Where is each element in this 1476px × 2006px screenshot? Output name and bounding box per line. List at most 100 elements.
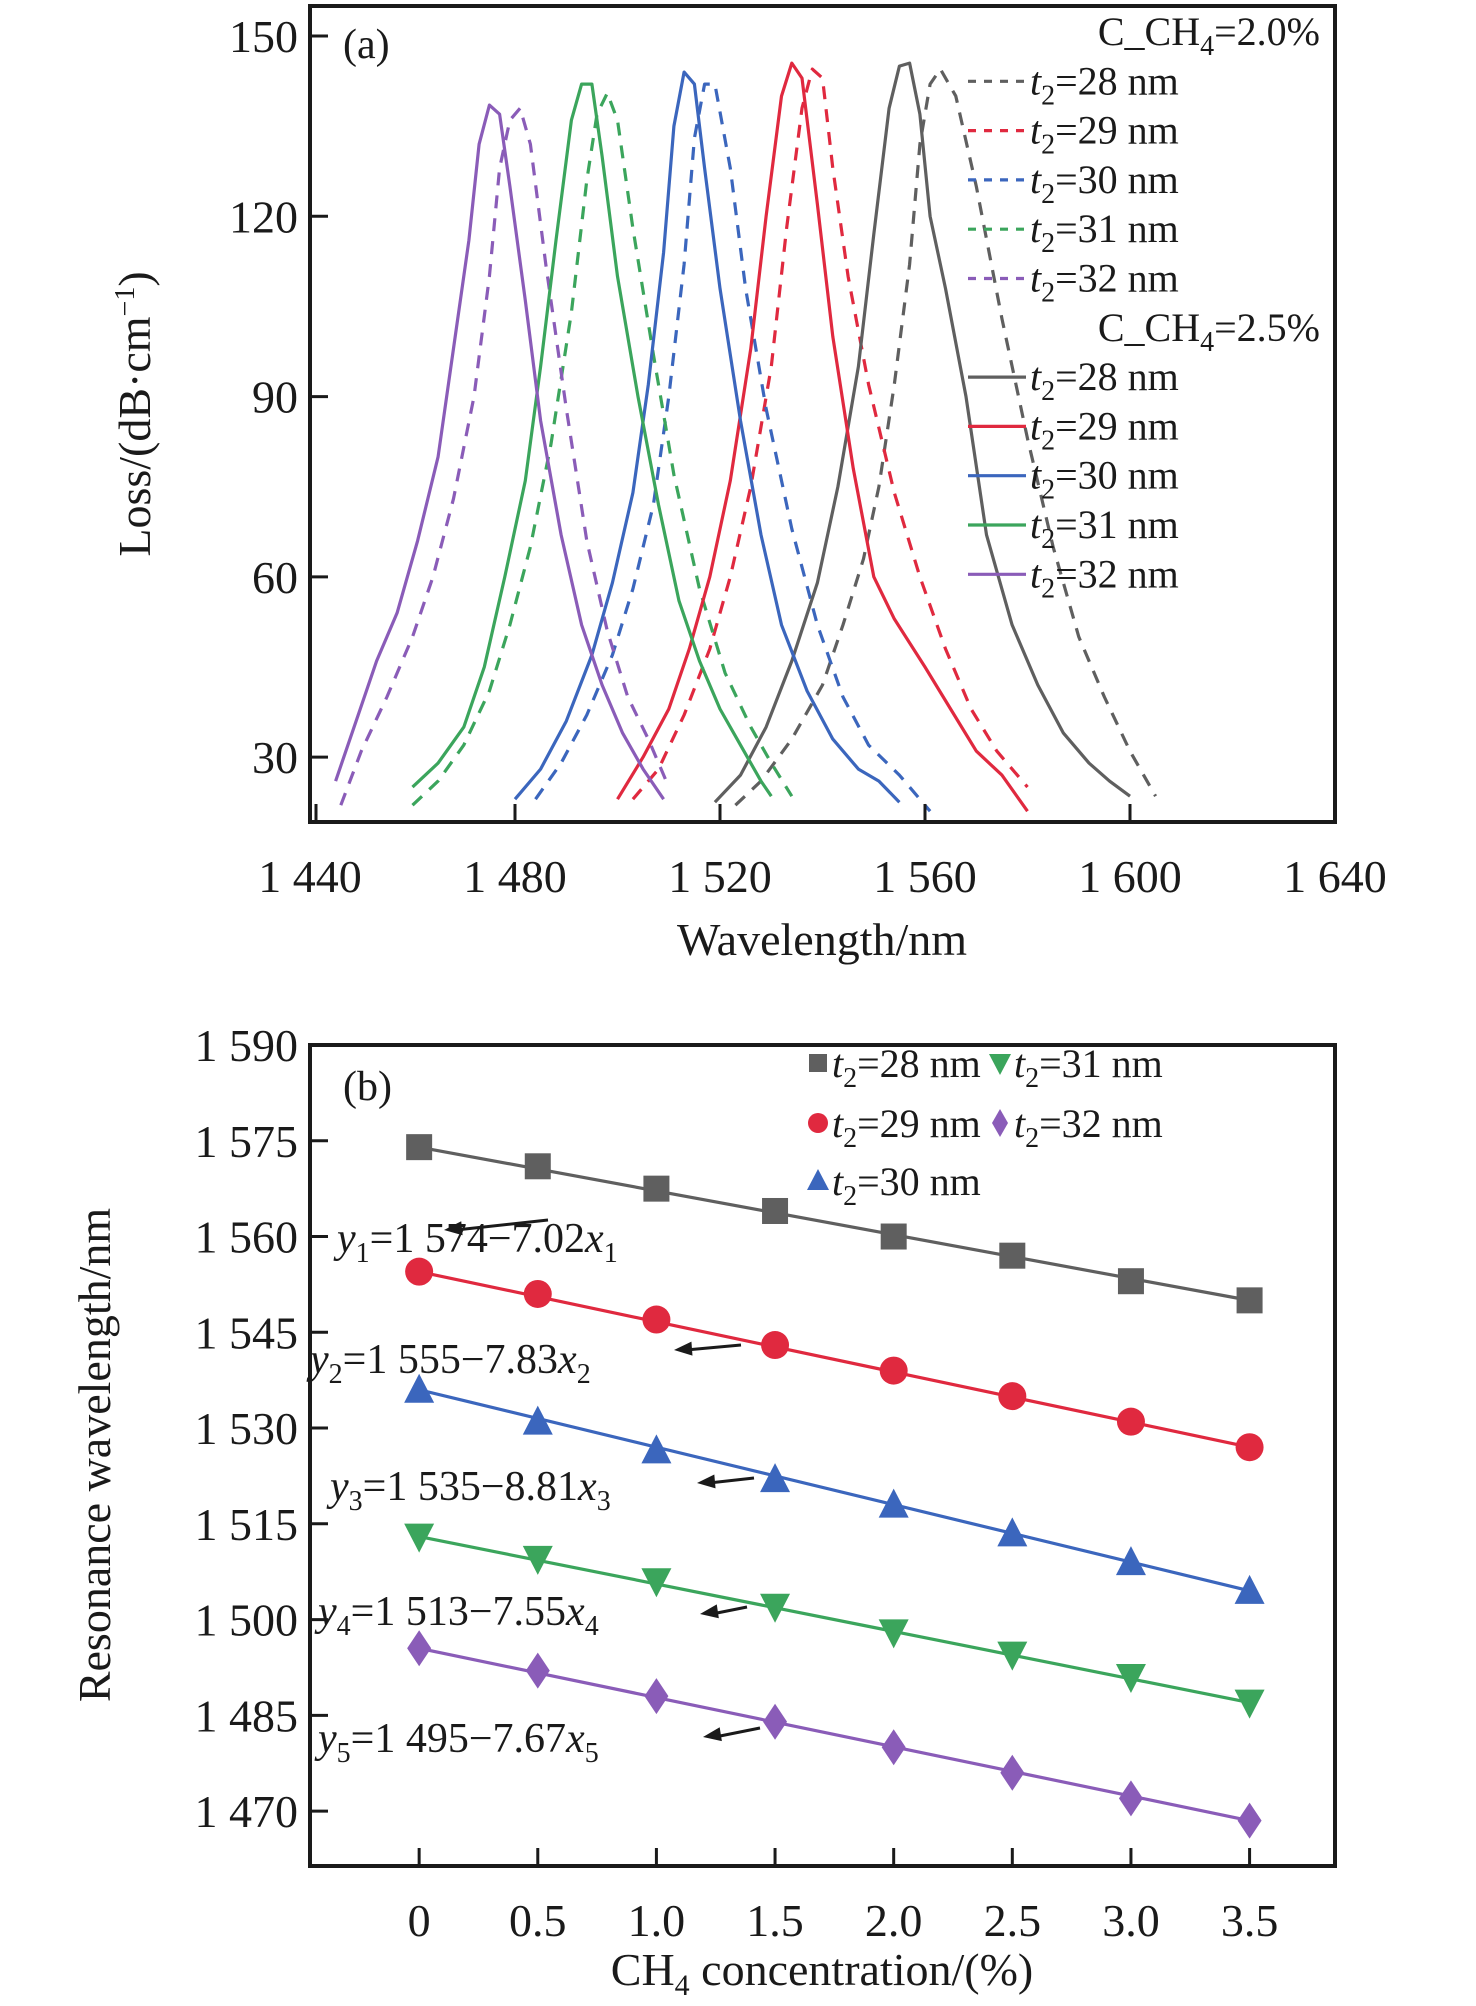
panel-b-data-point-29nm	[761, 1331, 790, 1360]
panel-b-data-point-30nm	[1115, 1546, 1146, 1576]
panel-a-series-line-dashed-29nm	[631, 67, 1029, 801]
panel-b-legend-marker	[989, 1054, 1011, 1075]
panel-a-series-line-solid-28nm	[713, 61, 1131, 804]
panel-b-data-point-31nm	[1234, 1689, 1265, 1719]
panel-b-y-tick-label: 1 560	[195, 1212, 299, 1263]
panel-a-x-axis-title: Wavelength/nm	[677, 914, 967, 965]
panel-b-arrowhead-icon	[444, 1221, 463, 1236]
panel-b-annotation-arrow	[708, 1476, 755, 1485]
panel-a-series-line-dashed-31nm	[411, 91, 794, 807]
panel-b-y-axis-title: Resonance wavelength/nm	[69, 1208, 120, 1703]
panel-a-legend-entry: t2=31 nm	[1030, 206, 1179, 259]
panel-b-data-point-31nm	[404, 1523, 435, 1553]
panel-a-series-line-dashed-32nm	[339, 106, 671, 806]
panel-b-annotation-arrow	[455, 1218, 549, 1232]
panel-b-legend-entry: t2=28 nm	[832, 1041, 981, 1094]
panel-b-data-point-30nm	[878, 1488, 909, 1518]
panel-b-fit-equation: y3=1 535−8.81x3	[326, 1464, 611, 1517]
panel-b-fit-equations: y1=1 574−7.02x1 y2=1 555−7.83x2 y3=1 535−8…	[306, 1216, 761, 1769]
panel-b-data-point-32nm	[763, 1703, 788, 1740]
panel-b-x-tick-label: 1.0	[628, 1895, 686, 1946]
panel-a-series-line-dashed-28nm	[734, 67, 1157, 807]
panel-b-data-point-28nm	[880, 1223, 907, 1250]
panel-a-x-tick-label: 1 600	[1078, 851, 1182, 902]
panel-b-x-tick-label: 2.5	[984, 1895, 1042, 1946]
panel-b-x-tick-label: 2.0	[865, 1895, 923, 1946]
panel-a-y-axis-title: Loss/(dB·cm−1)	[109, 271, 160, 556]
panel-a-x-ticks: 1 440 1 480 1 520 1 560 1 600 1 640	[258, 804, 1387, 902]
panel-a-y-ticks: 30 60 90 120 150	[229, 11, 328, 783]
panel-b-arrowhead-icon	[700, 1604, 719, 1619]
panel-b-data-point-28nm	[406, 1134, 433, 1161]
panel-a-legend-entry: t2=32 nm	[1030, 256, 1179, 309]
panel-b-plot-frame	[308, 1043, 1337, 1868]
panel-a-legend-group-title: C_CH4=2.0%	[1098, 9, 1320, 62]
panel-b-data-point-31nm	[641, 1568, 672, 1598]
panel-b-legend-entry: t2=31 nm	[1014, 1041, 1163, 1094]
panel-b-data-point-29nm	[1235, 1433, 1264, 1462]
panel-b-data-point-28nm	[762, 1197, 789, 1224]
panel-b-y-tick-label: 1 575	[195, 1116, 299, 1167]
panel-b-data-point-30nm	[404, 1373, 435, 1403]
panel-b-data-point-32nm	[1237, 1802, 1262, 1839]
panel-b-data-point-30nm	[641, 1434, 672, 1464]
panel-b-y-tick-label: 1 530	[195, 1403, 299, 1454]
panel-b-data-point-29nm	[879, 1356, 908, 1385]
panel-b-legend-entry: t2=30 nm	[832, 1159, 981, 1212]
panel-a-x-tick-label: 1 640	[1283, 851, 1387, 902]
panel-a-legend-entry: t2=28 nm	[1030, 58, 1179, 111]
panel-b-data-point-28nm	[1236, 1287, 1263, 1314]
panel-b-data-point-32nm	[525, 1652, 550, 1689]
panel-b-data-point-31nm	[1115, 1664, 1146, 1694]
panel-b-data-point-29nm	[405, 1257, 434, 1286]
panel-b-annotation-arrow	[685, 1343, 742, 1352]
panel-a-series-line-solid-30nm	[513, 70, 901, 804]
panel-a-label: (a)	[343, 22, 390, 68]
panel-b-data-point-28nm	[999, 1242, 1026, 1269]
panel-b-data-point-32nm	[881, 1729, 906, 1766]
panel-a-loss-spectra: 1 440 1 480 1 520 1 560 1 600 1 640 30 60 90 120…	[109, 4, 1387, 965]
panel-b-data-point-29nm	[998, 1382, 1027, 1411]
panel-a-legend-group-title: C_CH4=2.5%	[1098, 305, 1320, 358]
panel-b-data-point-31nm	[997, 1641, 1028, 1671]
panel-b-data-point-30nm	[1234, 1574, 1265, 1604]
panel-b-annotation-arrow	[714, 1726, 761, 1739]
panel-a-series-group	[334, 61, 1157, 813]
panel-b-x-axis-title: CH4 concentration/(%)	[611, 1944, 1033, 2002]
panel-b-data-point-31nm	[522, 1545, 553, 1575]
panel-b-x-ticks: 0 0.5 1.0 1.5 2.0 2.5 3.0 3.5	[408, 1848, 1279, 1946]
panel-b-fit-equation: y1=1 574−7.02x1	[333, 1216, 618, 1269]
panel-b-data-point-28nm	[643, 1175, 670, 1202]
panel-b-arrowhead-icon	[674, 1341, 693, 1356]
panel-b-data-point-32nm	[407, 1630, 432, 1667]
panel-b-fit-line-29nm	[418, 1270, 1250, 1449]
panel-b-fit-equation: y5=1 495−7.67x5	[314, 1716, 599, 1769]
panel-a-legend-entry: t2=31 nm	[1030, 502, 1179, 555]
panel-b-legend-entry: t2=32 nm	[1014, 1101, 1163, 1154]
panel-b-legend-marker	[807, 1169, 829, 1190]
panel-b-data-point-29nm	[523, 1279, 552, 1308]
panel-b-data-point-28nm	[524, 1153, 551, 1180]
panel-b-arrowhead-icon	[703, 1727, 722, 1742]
panel-b-x-tick-label: 0.5	[509, 1895, 567, 1946]
panel-b-fit-equation: y2=1 555−7.83x2	[306, 1337, 591, 1390]
panel-b-fit-line-28nm	[418, 1145, 1250, 1302]
panel-b-data-point-28nm	[1117, 1268, 1144, 1295]
panel-b-y-tick-label: 1 590	[195, 1020, 299, 1071]
panel-b-x-tick-label: 3.0	[1102, 1895, 1160, 1946]
panel-a-series-line-dashed-30nm	[534, 82, 932, 813]
panel-a-y-tick-label: 30	[252, 732, 298, 783]
panel-b-legend-marker	[809, 1054, 827, 1072]
panel-b-x-tick-label: 3.5	[1221, 1895, 1279, 1946]
panel-b-arrowhead-icon	[697, 1474, 716, 1489]
panel-b-data-point-30nm	[522, 1405, 553, 1435]
panel-b-data-point-31nm	[878, 1619, 909, 1649]
panel-a-legend-entry: t2=29 nm	[1030, 403, 1179, 456]
panel-b-legend-marker	[992, 1109, 1008, 1137]
panel-a-y-tick-label: 120	[229, 191, 298, 242]
panel-b-y-tick-label: 1 515	[195, 1499, 299, 1550]
panel-a-x-tick-label: 1 560	[873, 851, 977, 902]
